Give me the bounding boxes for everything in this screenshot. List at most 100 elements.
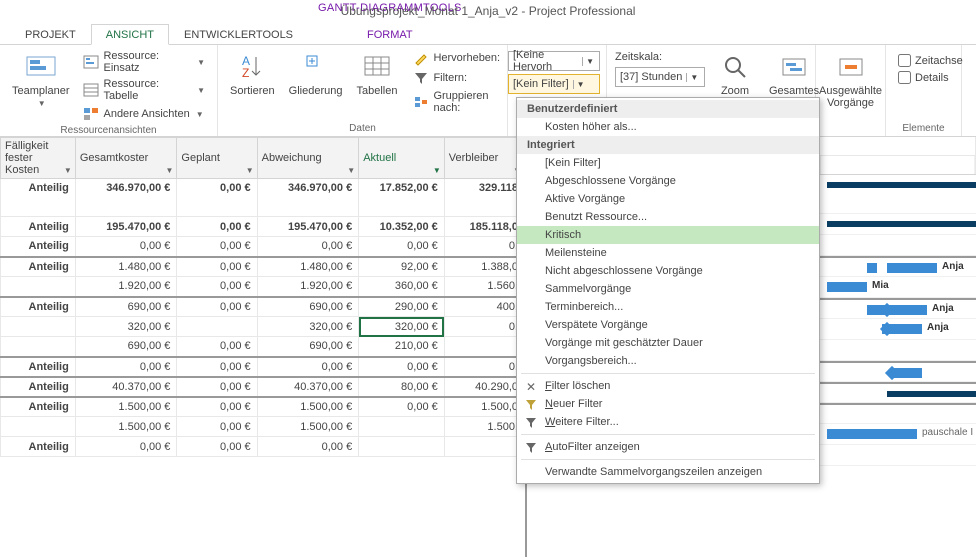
col-abweichung[interactable]: Abweichung▼ [257, 138, 359, 179]
cell-vb[interactable]: 1.500, [444, 417, 524, 437]
cell-fa[interactable]: Anteilig [1, 217, 76, 237]
filter-sammelvorgaenge[interactable]: Sammelvorgänge [517, 280, 819, 298]
cell-fa[interactable]: Anteilig [1, 297, 76, 317]
cell-vb[interactable]: 400, [444, 297, 524, 317]
cell-ab[interactable]: 0,00 € [257, 237, 359, 257]
teamplaner-button[interactable]: Teamplaner ▼ [8, 49, 73, 110]
cell-ab[interactable]: 1.480,00 € [257, 257, 359, 277]
cell-vb[interactable]: 1.388,0 [444, 257, 524, 277]
cell-gp[interactable]: 0,00 € [177, 357, 257, 377]
sortieren-button[interactable]: AZ Sortieren [226, 49, 279, 99]
cell-gk[interactable]: 690,00 € [75, 297, 177, 317]
cell-gk[interactable]: 1.500,00 € [75, 417, 177, 437]
filter-verspaetete[interactable]: Verspätete Vorgänge [517, 316, 819, 334]
cell-fa[interactable] [1, 277, 76, 297]
filter-aktive[interactable]: Aktive Vorgänge [517, 190, 819, 208]
cell-vb[interactable]: 40.290,0 [444, 377, 524, 397]
cell-gk[interactable]: 0,00 € [75, 357, 177, 377]
cell-ak[interactable]: 320,00 € [359, 317, 445, 337]
cell-gp[interactable]: 0,00 € [177, 297, 257, 317]
cell-gk[interactable]: 0,00 € [75, 237, 177, 257]
cell-vb[interactable]: 0, [444, 237, 524, 257]
filter-abgeschlossene[interactable]: Abgeschlossene Vorgänge [517, 172, 819, 190]
cell-vb[interactable] [444, 437, 524, 457]
cell-vb[interactable]: 1.500,0 [444, 397, 524, 417]
cell-gk[interactable]: 0,00 € [75, 437, 177, 457]
cell-ak[interactable]: 290,00 € [359, 297, 445, 317]
cell-ak[interactable]: 80,00 € [359, 377, 445, 397]
cell-fa[interactable]: Anteilig [1, 437, 76, 457]
filter-kein-filter[interactable]: [Kein Filter] [517, 154, 819, 172]
gliederung-button[interactable]: Gliederung [285, 49, 347, 99]
col-geplant[interactable]: Geplant▼ [177, 138, 257, 179]
cell-ab[interactable]: 1.920,00 € [257, 277, 359, 297]
cell-fa[interactable]: Anteilig [1, 179, 76, 217]
details-checkbox[interactable]: Details [894, 70, 953, 85]
filter-kritisch[interactable]: Kritisch [517, 226, 819, 244]
cell-vb[interactable] [444, 337, 524, 357]
autofilter-anzeigen[interactable]: AutoFilter anzeigen [517, 438, 819, 456]
col-faelligkeit[interactable]: Fälligkeit fester Kosten▼ [1, 138, 76, 179]
neuer-filter[interactable]: Neuer Filter [517, 395, 819, 413]
col-verbleibend[interactable]: Verbleiber▼ [444, 138, 524, 179]
cell-gp[interactable]: 0,00 € [177, 257, 257, 277]
cell-fa[interactable]: Anteilig [1, 237, 76, 257]
hervorheben-combo[interactable]: [Keine Hervorh▼ [508, 51, 600, 71]
gantt-task-bar[interactable] [867, 263, 877, 273]
cell-ab[interactable]: 195.470,00 € [257, 217, 359, 237]
cell-gp[interactable] [177, 317, 257, 337]
gantt-summary-bar[interactable] [827, 182, 976, 188]
ressource-einsatz-button[interactable]: Ressource: Einsatz▼ [79, 49, 209, 75]
filter-kosten-hoeher[interactable]: Kosten höher als... [517, 118, 819, 136]
filter-meilensteine[interactable]: Meilensteine [517, 244, 819, 262]
cell-gk[interactable]: 1.920,00 € [75, 277, 177, 297]
cell-ab[interactable]: 0,00 € [257, 357, 359, 377]
cell-gp[interactable]: 0,00 € [177, 217, 257, 237]
cell-gk[interactable]: 690,00 € [75, 337, 177, 357]
andere-ansichten-button[interactable]: Andere Ansichten▼ [79, 105, 209, 123]
cell-vb[interactable]: 0, [444, 357, 524, 377]
cell-vb[interactable]: 329.118 [444, 179, 524, 217]
col-gesamtkosten[interactable]: Gesamtkoster▼ [75, 138, 177, 179]
cell-gk[interactable]: 1.480,00 € [75, 257, 177, 277]
cell-ab[interactable]: 0,00 € [257, 437, 359, 457]
col-aktuell[interactable]: Aktuell▼ [359, 138, 445, 179]
cell-vb[interactable]: 1.560, [444, 277, 524, 297]
cell-gk[interactable]: 195.470,00 € [75, 217, 177, 237]
gantt-task-bar[interactable] [827, 282, 867, 292]
tabellen-button[interactable]: Tabellen [352, 49, 401, 99]
cell-fa[interactable] [1, 417, 76, 437]
weitere-filter[interactable]: Weitere Filter... [517, 413, 819, 431]
cell-ak[interactable] [359, 437, 445, 457]
cell-ab[interactable]: 346.970,00 € [257, 179, 359, 217]
cell-fa[interactable] [1, 317, 76, 337]
cell-ab[interactable]: 320,00 € [257, 317, 359, 337]
tab-entwicklertools[interactable]: ENTWICKLERTOOLS [169, 24, 308, 44]
zoom-button[interactable]: Zoom [715, 49, 755, 99]
cell-ak[interactable]: 0,00 € [359, 237, 445, 257]
zeitachse-checkbox[interactable]: Zeitachse [894, 53, 953, 68]
filter-terminbereich[interactable]: Terminbereich... [517, 298, 819, 316]
filter-benutzt-ressource[interactable]: Benutzt Ressource... [517, 208, 819, 226]
cell-fa[interactable]: Anteilig [1, 377, 76, 397]
verwandte-sammelvorgang[interactable]: Verwandte Sammelvorgangszeilen anzeigen [517, 463, 819, 481]
ressource-tabelle-button[interactable]: Ressource: Tabelle▼ [79, 77, 209, 103]
gantt-summary-bar[interactable] [827, 221, 976, 227]
cell-ak[interactable]: 360,00 € [359, 277, 445, 297]
cell-ak[interactable]: 0,00 € [359, 357, 445, 377]
cell-ab[interactable]: 690,00 € [257, 297, 359, 317]
tab-ansicht[interactable]: ANSICHT [91, 24, 169, 45]
cell-gp[interactable]: 0,00 € [177, 397, 257, 417]
tab-projekt[interactable]: PROJEKT [10, 24, 91, 44]
gantt-task-bar[interactable] [887, 263, 937, 273]
cell-fa[interactable]: Anteilig [1, 397, 76, 417]
gantt-task-bar[interactable] [867, 305, 927, 315]
cell-gp[interactable]: 0,00 € [177, 417, 257, 437]
cell-gp[interactable]: 0,00 € [177, 437, 257, 457]
cell-ab[interactable]: 1.500,00 € [257, 397, 359, 417]
gantt-summary-bar[interactable] [887, 391, 976, 397]
cell-gk[interactable]: 1.500,00 € [75, 397, 177, 417]
cell-vb[interactable]: 0, [444, 317, 524, 337]
cell-gp[interactable]: 0,00 € [177, 179, 257, 217]
cell-fa[interactable] [1, 337, 76, 357]
